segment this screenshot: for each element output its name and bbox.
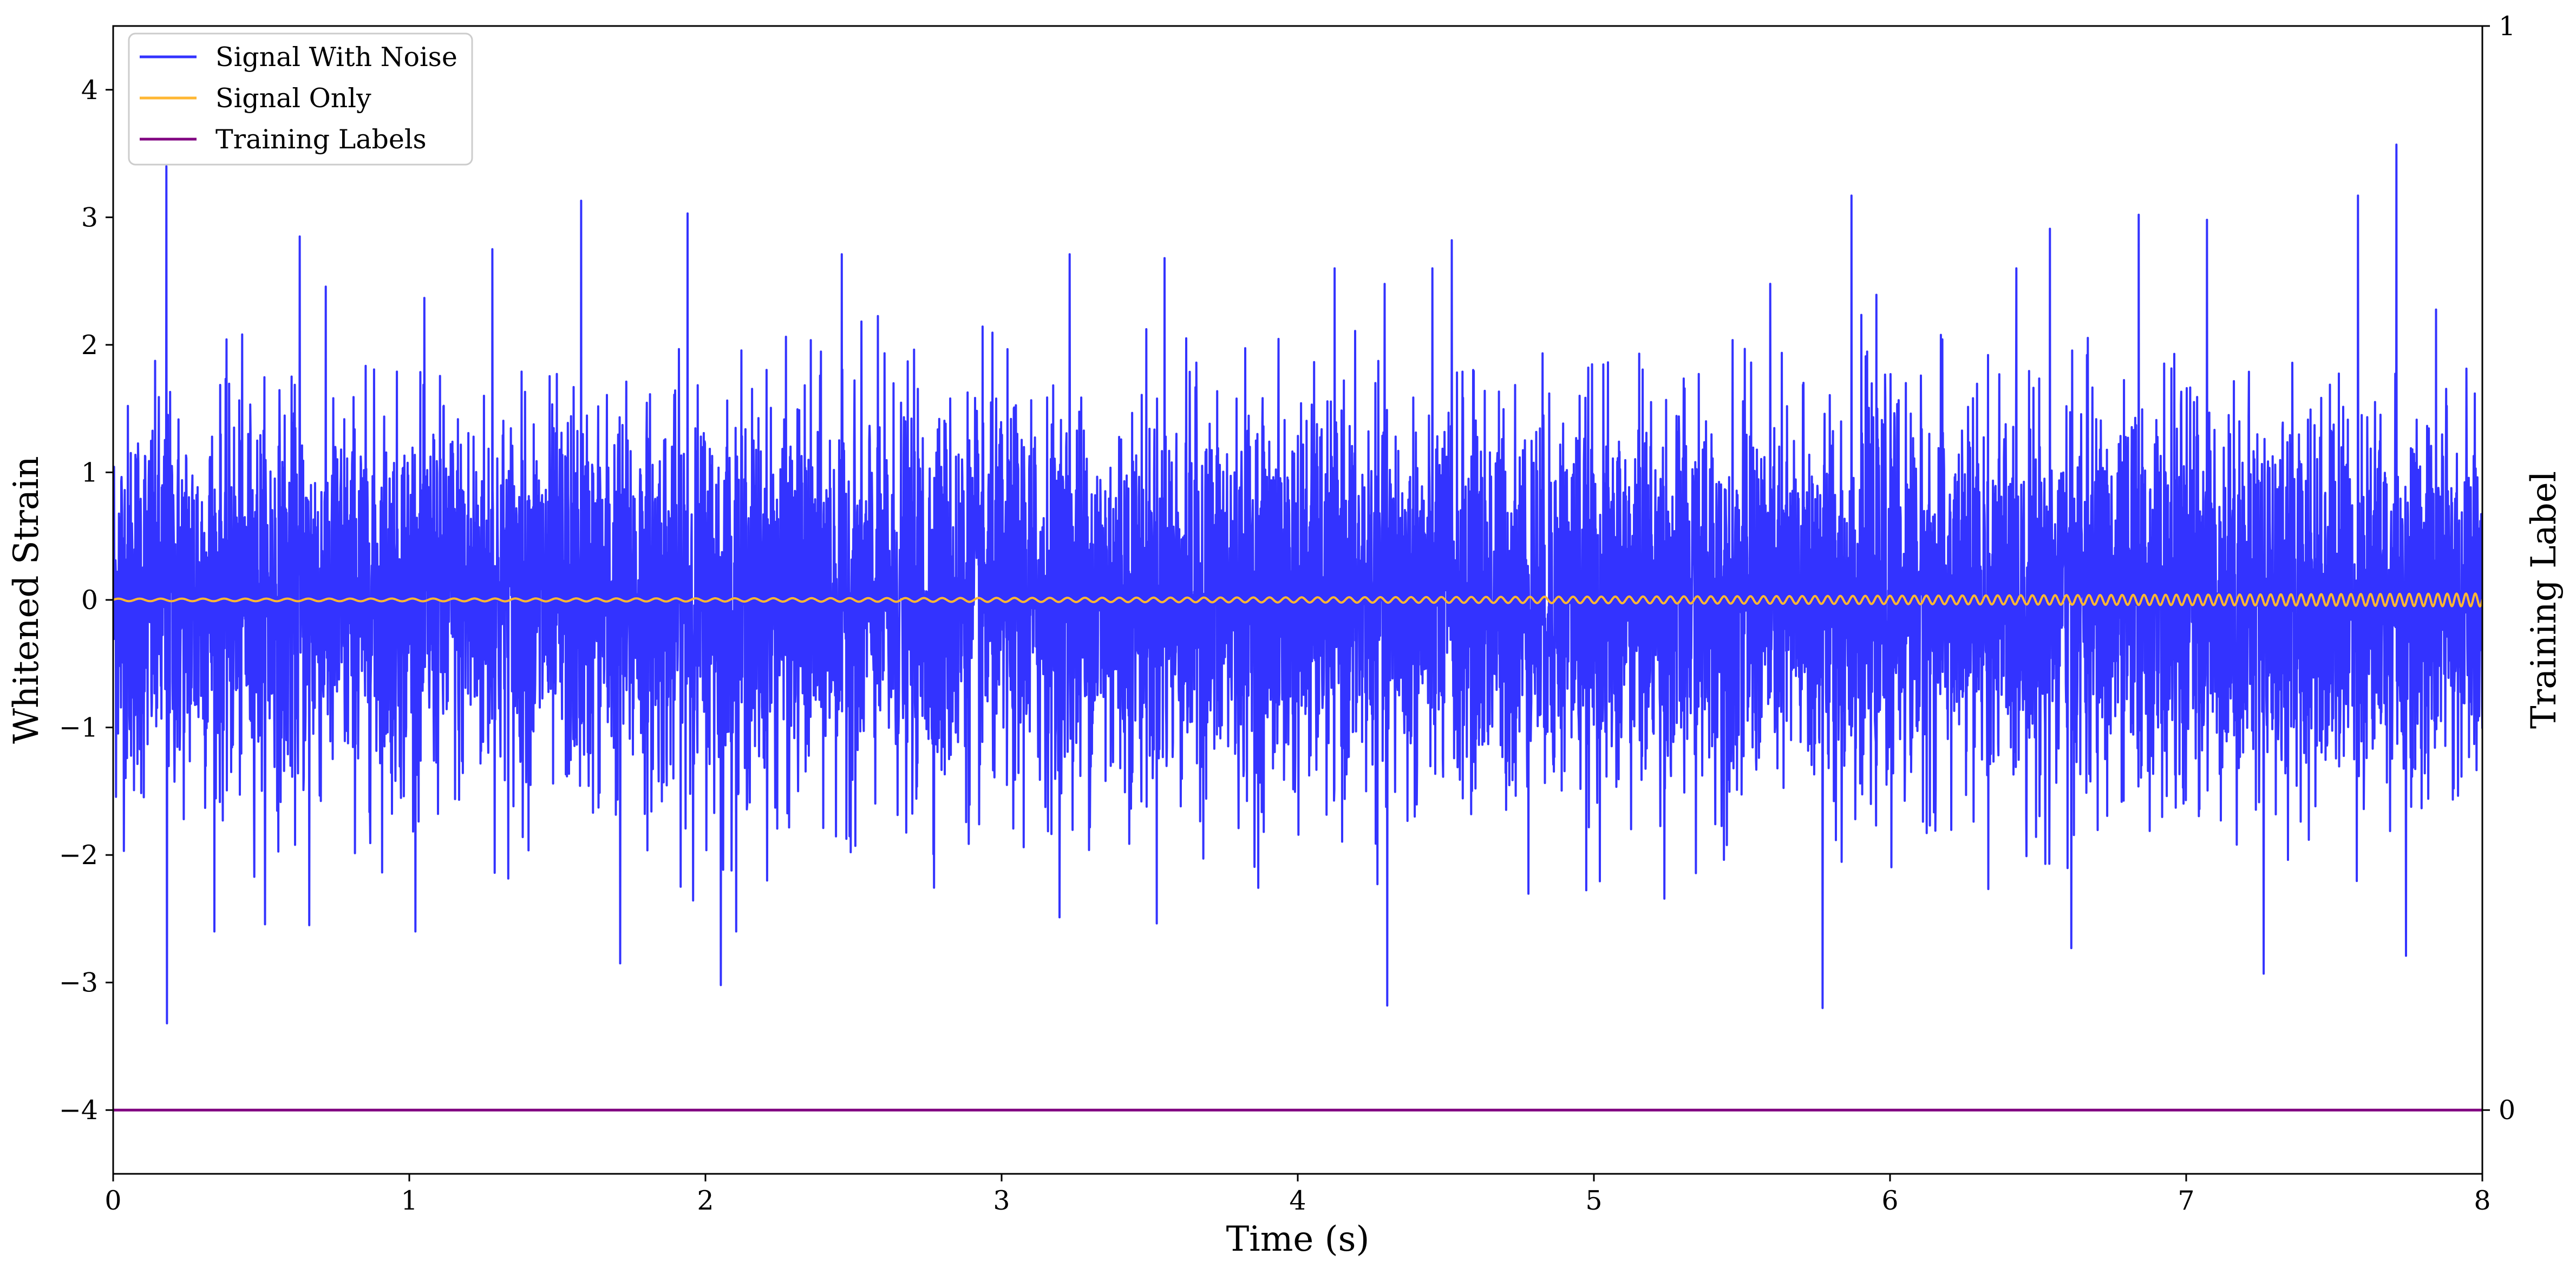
right-axis-label: Training Label [2524,471,2564,729]
legend: Signal With Noise Signal Only Training L… [128,32,473,166]
x-tick-label: 2 [697,1185,714,1216]
right-tick-label: 0 [2499,1095,2515,1126]
legend-box [128,32,473,166]
x-tick-label: 8 [2474,1185,2490,1216]
x-tick-label: 1 [401,1185,417,1216]
x-tick-label: 6 [1881,1185,1898,1216]
y-tick-label: 4 [81,75,98,106]
y-axis-label: Whitened Strain [6,456,47,743]
y-tick-label: −4 [59,1095,98,1126]
right-tick-label: 1 [2499,11,2515,42]
y-tick-label: −3 [59,968,98,998]
right-axis-ticks: 01 [2482,11,2515,1126]
x-tick-label: 4 [1289,1185,1306,1216]
x-tick-label: 5 [1585,1185,1602,1216]
legend-label-signal-only: Signal Only [215,83,371,114]
legend-label-training-labels: Training Labels [215,124,427,155]
y-tick-label: 3 [81,202,98,233]
y-tick-label: −2 [59,840,98,871]
y-axis-ticks: −4 −3 −2 −1 0 1 2 3 4 [59,75,113,1126]
x-axis-label: Time (s) [1226,1219,1370,1259]
x-tick-label: 7 [2178,1185,2194,1216]
x-axis-ticks: 0 1 2 3 4 5 6 7 8 [104,1174,2491,1216]
series-layer [113,143,2482,1112]
x-tick-label: 3 [993,1185,1010,1216]
y-tick-label: −1 [59,713,98,743]
y-tick-label: 1 [81,457,98,488]
legend-label-signal-with-noise: Signal With Noise [215,42,457,73]
series-line-signal-only [113,592,2482,608]
y-tick-label: 0 [81,585,98,616]
x-tick-label: 0 [104,1185,121,1216]
y-tick-label: 2 [81,330,98,361]
series-line-signal-with-noise [113,143,2482,1024]
